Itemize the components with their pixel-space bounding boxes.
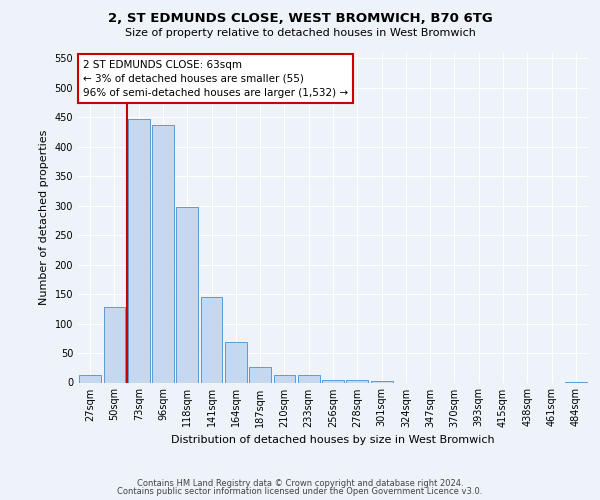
Text: 2, ST EDMUNDS CLOSE, WEST BROMWICH, B70 6TG: 2, ST EDMUNDS CLOSE, WEST BROMWICH, B70 … (107, 12, 493, 26)
Text: Size of property relative to detached houses in West Bromwich: Size of property relative to detached ho… (125, 28, 475, 38)
Bar (79, 375, 101, 382)
Bar (249, 366, 271, 382)
Y-axis label: Number of detached properties: Number of detached properties (39, 130, 49, 305)
Bar (176, 207, 198, 382)
Bar (225, 342, 247, 382)
Bar (298, 375, 320, 382)
Text: 2 ST EDMUNDS CLOSE: 63sqm
← 3% of detached houses are smaller (55)
96% of semi-d: 2 ST EDMUNDS CLOSE: 63sqm ← 3% of detach… (83, 60, 348, 98)
Text: Contains public sector information licensed under the Open Government Licence v3: Contains public sector information licen… (118, 487, 482, 496)
X-axis label: Distribution of detached houses by size in West Bromwich: Distribution of detached houses by size … (171, 435, 495, 445)
Bar (104, 307, 125, 382)
Bar (346, 380, 368, 382)
Bar (200, 297, 223, 382)
Bar (322, 380, 344, 382)
Text: Contains HM Land Registry data © Crown copyright and database right 2024.: Contains HM Land Registry data © Crown c… (137, 478, 463, 488)
Bar (274, 375, 295, 382)
Bar (128, 119, 149, 382)
Bar (152, 125, 174, 382)
